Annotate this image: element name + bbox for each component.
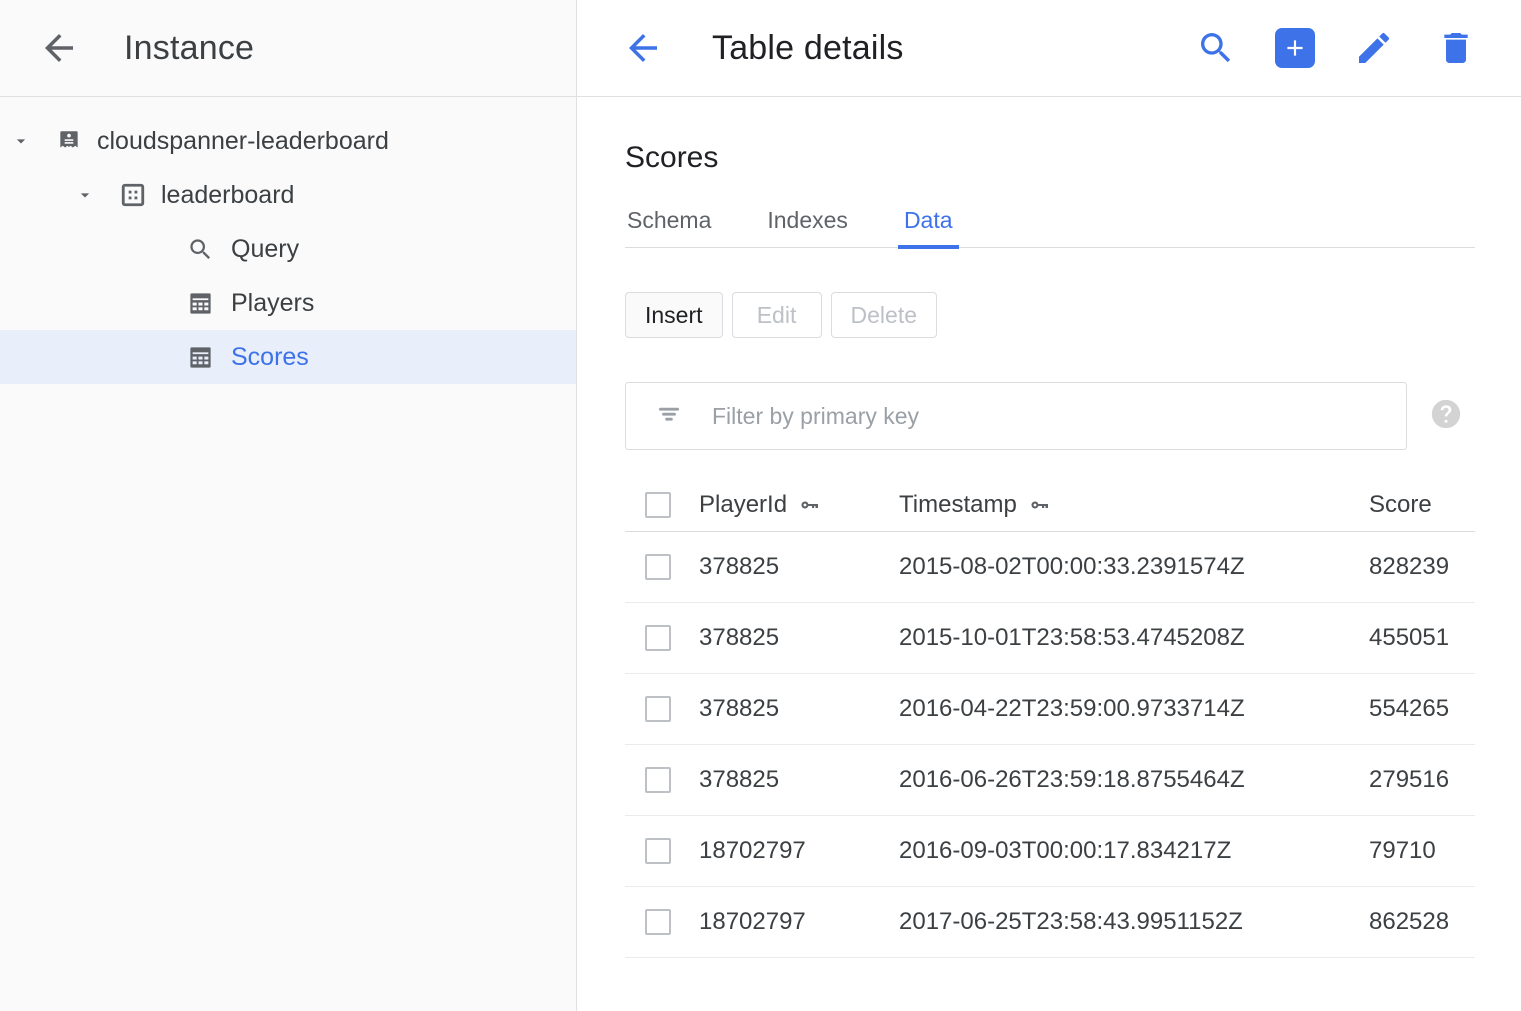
column-header-score[interactable]: Score	[1369, 491, 1475, 519]
cell-playerid: 18702797	[699, 837, 806, 864]
table-name-heading: Scores	[625, 141, 719, 174]
sidebar-title: Instance	[124, 28, 255, 67]
sidebar-header: Instance	[0, 0, 576, 97]
table-row[interactable]: 378825 2015-08-02T00:00:33.2391574Z 8282…	[625, 532, 1475, 603]
object-tree: cloudspanner-leaderboard leaderboard	[0, 97, 576, 384]
cell-timestamp: 2016-06-26T23:59:18.8755464Z	[899, 766, 1245, 793]
select-all-checkbox[interactable]	[645, 491, 671, 518]
tree-item-label: Scores	[231, 342, 309, 371]
tree-item-label: Players	[231, 288, 315, 317]
cell-score: 79710	[1369, 837, 1436, 864]
main-header: Table details	[577, 0, 1521, 97]
table-row[interactable]: 378825 2015-10-01T23:58:53.4745208Z 4550…	[625, 603, 1475, 674]
row-checkbox[interactable]	[645, 554, 671, 580]
help-icon[interactable]	[1429, 397, 1463, 436]
cell-timestamp: 2017-06-25T23:58:43.9951152Z	[899, 908, 1243, 935]
page-title: Table details	[712, 28, 904, 67]
cell-score: 455051	[1369, 624, 1450, 651]
cell-score: 554265	[1369, 695, 1450, 722]
column-header-playerid[interactable]: PlayerId	[699, 491, 899, 519]
key-icon	[1028, 493, 1052, 517]
tab-data[interactable]: Data	[897, 207, 959, 249]
delete-button: Delete	[830, 292, 938, 338]
cell-playerid: 378825	[699, 695, 780, 722]
tree-item-label: cloudspanner-leaderboard	[97, 126, 389, 155]
main-panel: Table details Scores Schema	[577, 0, 1521, 1011]
filter-box[interactable]	[625, 382, 1407, 450]
tree-item-query[interactable]: Query	[0, 222, 576, 276]
cell-score: 828239	[1369, 553, 1450, 580]
cell-playerid: 18702797	[699, 908, 806, 935]
search-icon[interactable]	[1193, 25, 1239, 71]
tree-item-players[interactable]: Players	[0, 276, 576, 330]
table-row[interactable]: 378825 2016-06-26T23:59:18.8755464Z 2795…	[625, 745, 1475, 816]
main-content: Scores Schema Indexes Data Insert Edit D…	[577, 97, 1521, 958]
tree-item-label: leaderboard	[161, 180, 295, 209]
row-select-cell[interactable]	[625, 767, 699, 793]
search-icon	[185, 234, 215, 264]
cell-score: 279516	[1369, 766, 1450, 793]
row-checkbox[interactable]	[645, 838, 671, 864]
filter-row	[625, 382, 1476, 450]
key-icon	[798, 493, 822, 517]
tree-item-label: Query	[231, 234, 300, 263]
row-select-cell[interactable]	[625, 909, 699, 935]
filter-icon	[654, 399, 684, 434]
filter-input[interactable]	[712, 402, 1352, 430]
cell-playerid: 378825	[699, 553, 780, 580]
tree-item-scores[interactable]: Scores	[0, 330, 576, 384]
data-table: PlayerId Timestamp Score	[625, 478, 1475, 958]
table-row[interactable]: 18702797 2017-06-25T23:58:43.9951152Z 86…	[625, 887, 1475, 958]
insert-button[interactable]: Insert	[625, 292, 723, 338]
row-select-cell[interactable]	[625, 554, 699, 580]
action-button-row: Insert Edit Delete	[625, 292, 1476, 338]
database-icon	[118, 180, 148, 210]
tree-item-database[interactable]: leaderboard	[0, 168, 576, 222]
chevron-down-icon[interactable]	[10, 130, 32, 152]
edit-icon[interactable]	[1351, 25, 1397, 71]
table-icon	[185, 342, 215, 372]
table-row[interactable]: 18702797 2016-09-03T00:00:17.834217Z 797…	[625, 816, 1475, 887]
sidebar-back-arrow-icon[interactable]	[38, 27, 80, 69]
row-select-cell[interactable]	[625, 696, 699, 722]
row-select-cell[interactable]	[625, 625, 699, 651]
row-checkbox[interactable]	[645, 767, 671, 793]
instance-icon	[54, 126, 84, 156]
header-actions	[1193, 25, 1479, 71]
table-icon	[185, 288, 215, 318]
row-checkbox[interactable]	[645, 909, 671, 935]
table-row[interactable]: 378825 2016-04-22T23:59:00.9733714Z 5542…	[625, 674, 1475, 745]
tab-indexes[interactable]: Indexes	[767, 207, 848, 233]
table-header-row: PlayerId Timestamp Score	[625, 478, 1475, 532]
row-checkbox[interactable]	[645, 625, 671, 651]
column-header-label: PlayerId	[699, 490, 788, 518]
row-select-cell[interactable]	[625, 838, 699, 864]
select-all-cell[interactable]	[625, 491, 699, 518]
sidebar: Instance cloudspanner-leaderboard	[0, 0, 577, 1011]
edit-button: Edit	[731, 292, 822, 338]
delete-icon[interactable]	[1433, 25, 1479, 71]
column-header-timestamp[interactable]: Timestamp	[899, 491, 1369, 519]
main-back-arrow-icon[interactable]	[622, 27, 664, 69]
column-header-label: Timestamp	[899, 490, 1017, 518]
cell-playerid: 378825	[699, 624, 780, 651]
cell-timestamp: 2016-04-22T23:59:00.9733714Z	[899, 695, 1245, 722]
cell-timestamp: 2015-08-02T00:00:33.2391574Z	[899, 553, 1245, 580]
cell-timestamp: 2015-10-01T23:58:53.4745208Z	[899, 624, 1245, 651]
column-header-label: Score	[1369, 490, 1432, 518]
tree-item-instance[interactable]: cloudspanner-leaderboard	[0, 114, 576, 168]
chevron-down-icon[interactable]	[74, 184, 96, 206]
cell-timestamp: 2016-09-03T00:00:17.834217Z	[899, 837, 1232, 864]
tab-bar: Schema Indexes Data	[625, 207, 1475, 249]
tab-schema[interactable]: Schema	[627, 207, 712, 233]
add-icon[interactable]	[1275, 28, 1315, 68]
row-checkbox[interactable]	[645, 696, 671, 722]
cell-score: 862528	[1369, 908, 1450, 935]
cell-playerid: 378825	[699, 766, 780, 793]
